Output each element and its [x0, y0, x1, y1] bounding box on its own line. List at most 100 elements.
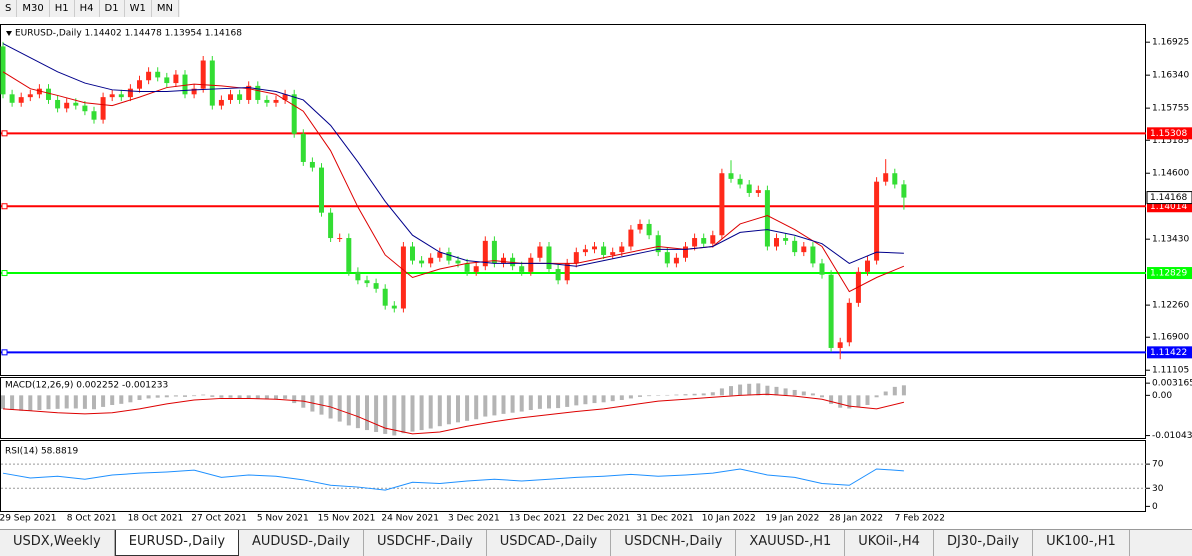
macd-bar	[719, 388, 724, 396]
candle-body	[610, 252, 616, 255]
macd-bar	[510, 395, 515, 413]
candle-body	[601, 246, 607, 255]
macd-bar	[674, 394, 679, 396]
symbol-tab[interactable]: USDCAD-,Daily	[487, 530, 612, 556]
macd-bar	[146, 395, 151, 399]
macd-bar	[73, 395, 78, 409]
timeframe-button[interactable]: M30	[17, 0, 50, 17]
candle-body	[264, 99, 270, 103]
candle-body	[346, 238, 352, 272]
macd-bar	[128, 395, 133, 403]
macd-title: MACD(12,26,9) 0.002252 -0.001233	[5, 381, 168, 391]
candle-body	[701, 238, 707, 244]
macd-bar	[337, 395, 342, 422]
rsi-title: RSI(14) 58.8819	[5, 447, 78, 457]
candle-body	[0, 46, 6, 95]
candle-body	[846, 302, 852, 343]
macd-bar	[283, 395, 288, 399]
macd-bar	[173, 395, 178, 397]
macd-bar	[237, 395, 242, 399]
candle-body	[655, 235, 661, 253]
candle-body	[182, 74, 188, 95]
x-tick-label: 15 Nov 2021	[318, 514, 376, 524]
rsi-line	[2, 468, 904, 491]
macd-bar	[410, 395, 415, 432]
y-tick-label: 1.12260	[1152, 301, 1189, 311]
timeframe-button[interactable]: H1	[50, 0, 75, 17]
x-tick-label: 18 Oct 2021	[128, 514, 184, 524]
macd-bar	[874, 395, 879, 398]
y-tick-label: 0.003165	[1152, 379, 1192, 389]
macd-bar	[474, 395, 479, 420]
candle-body	[91, 111, 97, 120]
macd-bar	[856, 395, 861, 407]
timeframe-button[interactable]: W1	[125, 0, 152, 17]
macd-bar	[583, 395, 588, 405]
x-tick-label: 3 Dec 2021	[448, 514, 500, 524]
candle-body	[437, 252, 443, 258]
candle-body	[828, 274, 834, 348]
candle-body	[482, 240, 488, 267]
symbol-tab[interactable]: UKOil-,H4	[845, 530, 934, 556]
candle-body	[355, 271, 361, 281]
candle-body	[382, 288, 388, 306]
y-tick-label: 30	[1152, 484, 1164, 494]
macd-bar	[501, 395, 506, 414]
last-price-bg	[1146, 191, 1192, 205]
macd-bar	[565, 395, 570, 407]
symbol-tab[interactable]: EURUSD-,Daily	[114, 530, 240, 556]
macd-bar	[656, 395, 661, 396]
timeframe-button[interactable]: D1	[100, 0, 125, 17]
candle-body	[291, 94, 297, 134]
level-label: 1.12829	[1150, 269, 1187, 279]
y-tick-label: -0.010431	[1152, 431, 1192, 441]
symbol-tab[interactable]: USDX,Weekly	[0, 530, 115, 556]
macd-bar	[738, 384, 743, 396]
x-tick-label: 5 Nov 2021	[257, 514, 309, 524]
macd-bar	[219, 395, 224, 398]
candle-body	[473, 266, 479, 272]
candle-body	[127, 88, 133, 98]
timeframe-button[interactable]: MN	[152, 0, 179, 17]
candle-body	[528, 257, 534, 272]
candle-body	[628, 229, 634, 247]
candle-body	[118, 94, 124, 98]
timeframe-button[interactable]: H4	[75, 0, 100, 17]
x-tick-label: 8 Oct 2021	[67, 514, 117, 524]
candle-body	[246, 85, 252, 100]
candle-body	[109, 94, 115, 98]
macd-bar	[829, 395, 834, 404]
macd-bar	[55, 395, 60, 409]
y-tick-label: 1.16340	[1152, 71, 1189, 81]
macd-bar	[419, 395, 424, 431]
y-tick-label: 1.15185	[1152, 136, 1189, 146]
candle-body	[255, 85, 261, 100]
y-tick-label: 1.15755	[1152, 104, 1189, 114]
candle-body	[619, 246, 625, 253]
candle-body	[501, 257, 506, 264]
symbol-tab[interactable]: USDCHF-,Daily	[364, 530, 487, 556]
symbol-tab[interactable]: UK100-,H1	[1033, 530, 1130, 556]
symbol-tab[interactable]: AUDUSD-,Daily	[239, 530, 364, 556]
macd-bar	[610, 395, 615, 402]
macd-bar	[110, 395, 115, 405]
symbol-tab[interactable]: XAUUSD-,H1	[736, 530, 846, 556]
x-tick-label: 29 Sep 2021	[0, 514, 57, 524]
macd-bar	[456, 395, 460, 423]
macd-bar	[638, 395, 642, 397]
symbol-tab[interactable]: DJ30-,Daily	[934, 530, 1034, 556]
moving-average	[2, 71, 905, 293]
candle-body	[164, 77, 170, 84]
macd-bar	[710, 392, 715, 396]
timeframe-button[interactable]: S	[0, 0, 18, 17]
macd-bar	[547, 395, 551, 409]
candle-body	[328, 212, 334, 239]
macd-bar	[756, 383, 761, 396]
candle-body	[774, 238, 779, 247]
candle-body	[46, 88, 51, 100]
y-tick-label: 0.00	[1152, 391, 1172, 401]
candle-body	[9, 94, 15, 103]
candle-body	[555, 269, 561, 281]
symbol-tab[interactable]: USDCNH-,Daily	[611, 530, 737, 556]
x-tick-label: 22 Dec 2021	[573, 514, 631, 524]
